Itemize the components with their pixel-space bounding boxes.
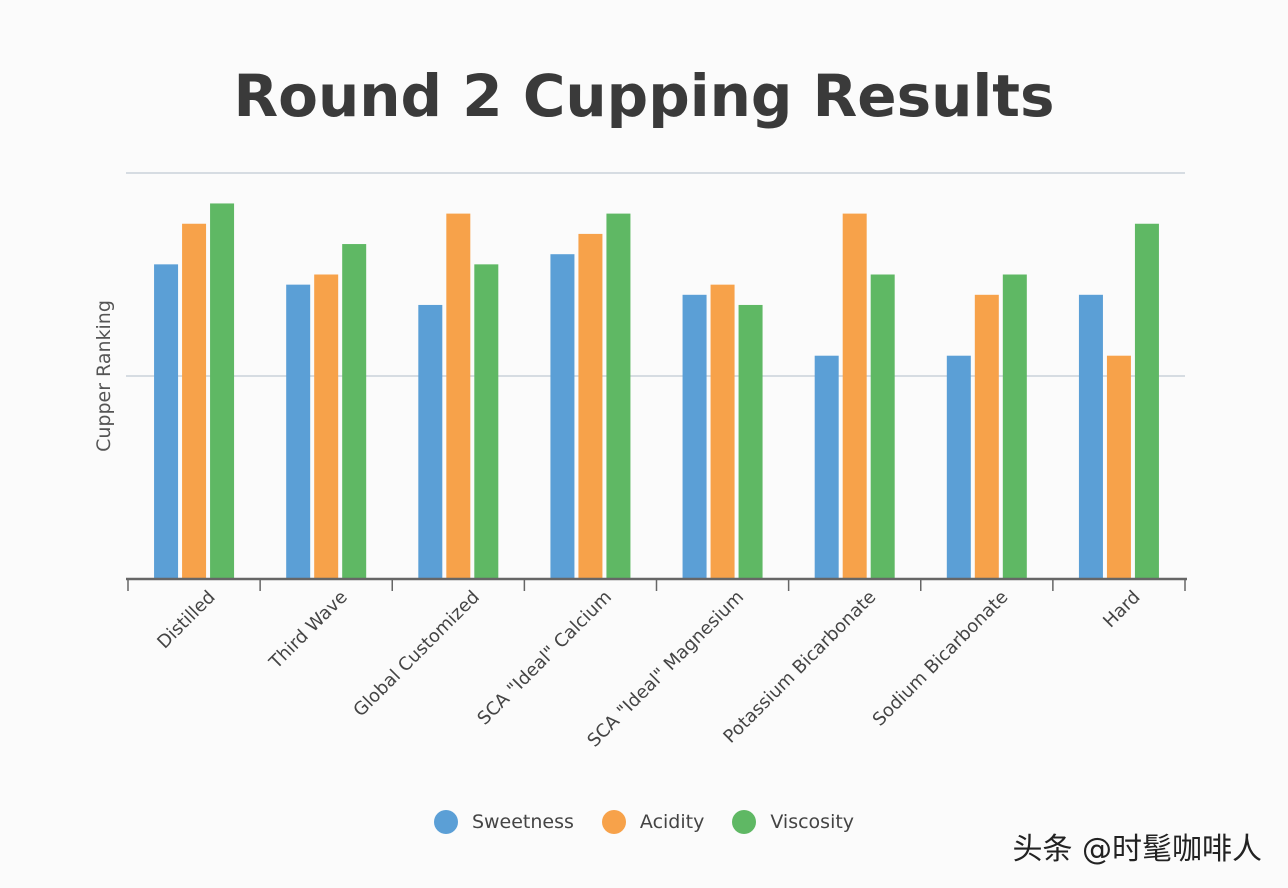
bar-sweetness-7 bbox=[1078, 294, 1103, 579]
legend-swatch-viscosity bbox=[732, 810, 757, 834]
bar-sweetness-4 bbox=[682, 294, 707, 579]
bar-viscosity-2 bbox=[474, 264, 499, 579]
y-axis-label: Cupper Ranking bbox=[93, 300, 115, 452]
bar-viscosity-1 bbox=[342, 244, 367, 580]
bar-acidity-0 bbox=[182, 223, 207, 579]
legend-item-acidity[interactable]: Acidity bbox=[601, 810, 705, 834]
legend-item-viscosity[interactable]: Viscosity bbox=[732, 810, 854, 834]
bar-viscosity-4 bbox=[738, 304, 763, 579]
bar-sweetness-1 bbox=[286, 284, 311, 579]
x-tick-label-4: SCA "Ideal" Magnesium bbox=[583, 587, 748, 752]
bar-acidity-5 bbox=[842, 213, 867, 579]
legend-swatch-acidity bbox=[601, 810, 626, 834]
watermark: 头条 @时髦咖啡人 bbox=[1012, 832, 1262, 867]
x-tick-label-1: Third Wave bbox=[265, 587, 352, 674]
x-tick-label-0: Distilled bbox=[153, 587, 219, 653]
bar-acidity-2 bbox=[446, 213, 471, 579]
bar-acidity-6 bbox=[974, 294, 999, 579]
x-tick-label-5: Potassium Bicarbonate bbox=[719, 587, 880, 748]
bar-acidity-1 bbox=[314, 274, 339, 579]
bar-viscosity-0 bbox=[210, 203, 235, 579]
bar-viscosity-6 bbox=[1002, 274, 1027, 579]
bar-viscosity-5 bbox=[870, 274, 895, 579]
legend-swatch-sweetness bbox=[433, 810, 458, 834]
chart-title: Round 2 Cupping Results bbox=[233, 62, 1055, 130]
bar-sweetness-0 bbox=[154, 264, 179, 579]
bar-acidity-4 bbox=[710, 284, 735, 579]
bar-sweetness-6 bbox=[946, 355, 971, 579]
legend: Sweetness Acidity Viscosity bbox=[0, 810, 1288, 834]
x-tick-label-3: SCA "Ideal" Calcium bbox=[473, 587, 616, 730]
x-tick-label-2: Global Customized bbox=[349, 587, 483, 721]
bar-acidity-3 bbox=[578, 233, 603, 579]
legend-item-sweetness[interactable]: Sweetness bbox=[433, 810, 574, 834]
legend-label-sweetness: Sweetness bbox=[471, 811, 574, 833]
legend-label-viscosity: Viscosity bbox=[770, 811, 855, 833]
bar-acidity-7 bbox=[1106, 355, 1131, 579]
x-tick-label-7: Hard bbox=[1099, 587, 1144, 632]
bar-viscosity-7 bbox=[1134, 223, 1159, 579]
bar-sweetness-2 bbox=[418, 304, 443, 579]
bar-viscosity-3 bbox=[606, 213, 631, 579]
bar-sweetness-5 bbox=[814, 355, 839, 579]
x-tick-label-6: Sodium Bicarbonate bbox=[869, 587, 1013, 731]
bar-sweetness-3 bbox=[550, 254, 575, 579]
legend-label-acidity: Acidity bbox=[639, 811, 705, 833]
